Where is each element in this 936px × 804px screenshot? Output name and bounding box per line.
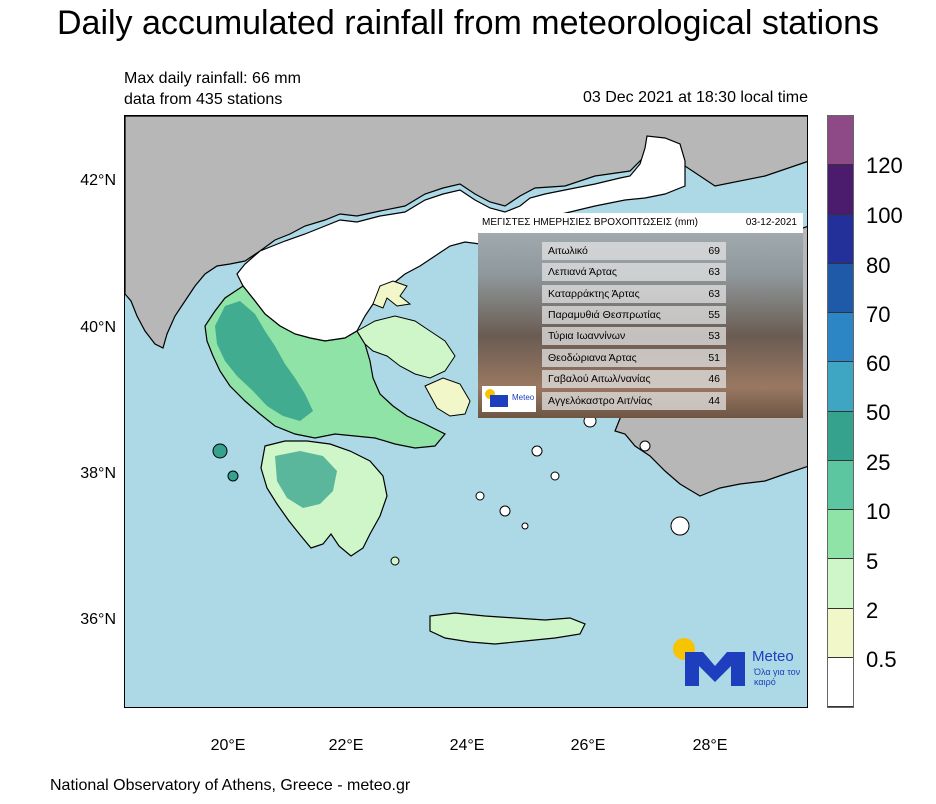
lon-label-22: 22°E [328, 737, 364, 754]
station-name: Γαβαλού Αιτωλ/νανίας [548, 373, 651, 385]
lat-label-42: 42°N [80, 172, 116, 189]
colorbar-label: 0.5 [866, 647, 897, 672]
station-name: Λεπιανά Άρτας [548, 266, 617, 278]
inset-row: Λεπιανά Άρτας 63 [542, 263, 726, 281]
colorbar-label: 100 [866, 203, 903, 228]
station-value: 69 [708, 245, 720, 257]
station-value: 46 [708, 373, 720, 385]
colorbar-segment [828, 411, 853, 461]
colorbar-segment [828, 657, 853, 707]
station-value: 55 [708, 309, 720, 321]
max-rainfall-inset: ΜΕΓΙΣΤΕΣ ΗΜΕΡΗΣΙΕΣ ΒΡΟΧΟΠΤΩΣΕΙΣ (mm) 03-… [478, 213, 803, 418]
greece-central [356, 315, 456, 379]
lat-label-38: 38°N [80, 465, 116, 482]
footer-credit: National Observatory of Athens, Greece -… [50, 777, 411, 794]
lat-label-36: 36°N [80, 611, 116, 628]
colorbar-label: 2 [866, 598, 879, 623]
inset-row: Γαβαλού Αιτωλ/νανίας 46 [542, 370, 726, 388]
inset-header: ΜΕΓΙΣΤΕΣ ΗΜΕΡΗΣΙΕΣ ΒΡΟΧΟΠΤΩΣΕΙΣ (mm) 03-… [478, 213, 803, 233]
lat-label-40: 40°N [80, 319, 116, 336]
colorbar-segment [828, 460, 853, 510]
island [499, 505, 511, 517]
colorbar-label: 10 [866, 499, 891, 524]
colorbar-label: 5 [866, 549, 879, 574]
meteo-m-icon [685, 652, 745, 686]
colorbar-label: 70 [866, 302, 891, 327]
inset-row: Παραμυθιά Θεσπρωτίας 55 [542, 306, 726, 324]
island [475, 491, 485, 501]
rainfall-colorbar [827, 115, 854, 708]
station-name: Θεοδώριανα Άρτας [548, 352, 637, 364]
station-value: 53 [708, 330, 720, 342]
colorbar-label: 60 [866, 351, 891, 376]
station-name: Καταρράκτης Άρτας [548, 288, 640, 300]
station-name: Τύρια Ιωαννίνων [548, 330, 626, 342]
inset-title: ΜΕΓΙΣΤΕΣ ΗΜΕΡΗΣΙΕΣ ΒΡΟΧΟΠΤΩΣΕΙΣ (mm) [482, 217, 699, 228]
lon-label-24: 24°E [449, 737, 485, 754]
station-value: 63 [708, 288, 720, 300]
meteo-logo-word: Meteo [752, 648, 794, 665]
colorbar-label: 50 [866, 400, 891, 425]
evia [424, 377, 471, 417]
inset-logo: Meteo [482, 386, 536, 412]
colorbar-label: 80 [866, 253, 891, 278]
colorbar-segment [828, 608, 853, 658]
island [521, 522, 529, 530]
inset-row: Τύρια Ιωαννίνων 53 [542, 327, 726, 345]
island [390, 556, 400, 566]
colorbar-segment [828, 263, 853, 313]
lon-label-28: 28°E [692, 737, 728, 754]
colorbar-segment [828, 214, 853, 264]
colorbar-segment [828, 165, 853, 215]
timestamp-text: 03 Dec 2021 at 18:30 local time [582, 89, 808, 106]
greece-west [204, 285, 446, 449]
island [550, 471, 560, 481]
inset-row: Θεοδώριανα Άρτας 51 [542, 349, 726, 367]
balkan-land [125, 116, 807, 349]
station-name: Αιτωλικό [548, 245, 588, 257]
station-name: Παραμυθιά Θεσπρωτίας [548, 309, 661, 321]
meteo-logo-tagline: Όλα για τον καιρό [754, 667, 801, 687]
lon-label-20: 20°E [210, 737, 246, 754]
island [212, 443, 228, 459]
inset-row: Αιτωλικό 69 [542, 242, 726, 260]
lon-label-26: 26°E [570, 737, 606, 754]
station-name: Αγγελόκαστρο Αιτ/νίας [548, 395, 653, 407]
meteo-logo-icon: Meteo [485, 389, 535, 407]
station-value: 63 [708, 266, 720, 278]
heavy-rain-core [215, 301, 313, 421]
island [531, 445, 543, 457]
map-metadata: Max daily rainfall: 66 mm data from 435 … [124, 68, 301, 110]
crete [429, 612, 586, 645]
colorbar-segment [828, 116, 853, 166]
island [227, 470, 239, 482]
colorbar-label: 25 [866, 450, 891, 475]
chalkidiki [372, 280, 412, 309]
peloponnese-wet [275, 451, 337, 508]
inset-row: Καταρράκτης Άρτας 63 [542, 285, 726, 303]
station-value: 51 [708, 352, 720, 364]
station-value: 44 [708, 395, 720, 407]
island [670, 516, 690, 536]
inset-logo-word: Meteo [512, 393, 535, 402]
colorbar-label: 120 [866, 153, 903, 178]
page-title: Daily accumulated rainfall from meteorol… [56, 4, 880, 42]
station-count-text: data from 435 stations [124, 91, 283, 108]
inset-row: Αγγελόκαστρο Αιτ/νίας 44 [542, 392, 726, 410]
inset-date: 03-12-2021 [745, 217, 797, 228]
max-rainfall-text: Max daily rainfall: 66 mm [124, 70, 301, 87]
island [639, 440, 651, 452]
colorbar-segment [828, 313, 853, 363]
colorbar-segment [828, 362, 853, 412]
colorbar-segment [828, 510, 853, 560]
colorbar-segment [828, 559, 853, 609]
